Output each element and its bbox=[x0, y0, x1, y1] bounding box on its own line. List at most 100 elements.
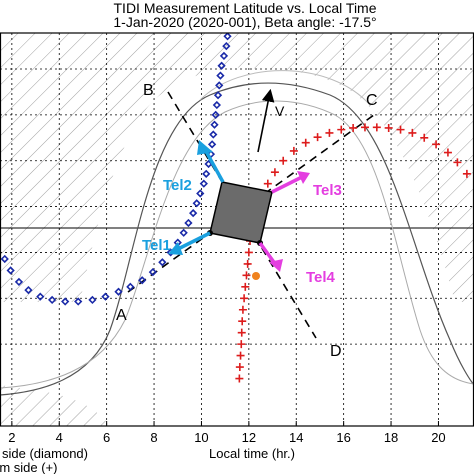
envelope-curve-faint bbox=[199, 70, 371, 106]
data-point-diamond bbox=[0, 254, 9, 264]
data-point-plus bbox=[235, 363, 244, 372]
data-point-diamond bbox=[179, 228, 188, 237]
label-tel3: Tel3 bbox=[313, 182, 342, 199]
data-point-diamond bbox=[212, 100, 221, 110]
data-point-plus bbox=[420, 133, 429, 142]
label-tel4: Tel4 bbox=[306, 269, 336, 286]
data-point-plus bbox=[349, 123, 358, 132]
data-point-plus bbox=[237, 328, 246, 337]
velocity-arrow bbox=[257, 88, 275, 153]
label-d: D bbox=[330, 343, 342, 360]
orange-point bbox=[252, 272, 260, 280]
tel3-arrowhead bbox=[297, 171, 310, 184]
label-b: B bbox=[143, 82, 154, 99]
data-point-diamond bbox=[14, 277, 24, 287]
label-tel2: Tel2 bbox=[163, 177, 192, 194]
label-tel1: Tel1 bbox=[142, 237, 171, 254]
legend-plus: rm side (+) bbox=[0, 460, 57, 474]
x-tick-label: 10 bbox=[194, 430, 208, 445]
x-tick-label: 16 bbox=[336, 430, 350, 445]
data-point-diamond bbox=[215, 81, 224, 90]
hatched-region-lower bbox=[0, 385, 110, 426]
data-point-diamond bbox=[211, 110, 220, 120]
chart-title: TIDI Measurement Latitude vs. Local Time bbox=[114, 0, 377, 16]
x-axis-label: Local time (hr.) bbox=[209, 446, 295, 461]
spacecraft-body bbox=[209, 181, 273, 244]
data-point-plus bbox=[301, 138, 310, 147]
chart-subtitle: 1-Jan-2020 (2020-001), Beta angle: -17.5… bbox=[113, 14, 376, 30]
data-point-diamond bbox=[101, 292, 110, 301]
x-tick-label: 6 bbox=[103, 430, 110, 445]
data-point-diamond bbox=[184, 218, 193, 228]
data-point-plus bbox=[242, 271, 251, 280]
data-point-plus bbox=[263, 179, 272, 188]
data-point-diamond bbox=[213, 91, 223, 100]
label-v: V bbox=[275, 103, 285, 119]
data-point-diamond bbox=[210, 120, 219, 129]
data-point-diamond bbox=[192, 199, 201, 208]
tel4-arrowhead bbox=[269, 259, 283, 272]
data-point-plus bbox=[360, 123, 369, 132]
data-point-diamond bbox=[222, 41, 231, 51]
x-tick-label: 8 bbox=[150, 430, 157, 445]
envelope-curve-outer bbox=[0, 82, 474, 396]
data-point-diamond bbox=[199, 179, 208, 188]
data-point-plus bbox=[372, 123, 381, 132]
data-point-plus bbox=[289, 146, 298, 155]
data-point-plus bbox=[270, 168, 279, 177]
x-tick-label: 12 bbox=[242, 430, 256, 445]
data-point-diamond bbox=[88, 295, 97, 305]
data-point-plus bbox=[243, 259, 252, 268]
data-point-plus bbox=[432, 140, 441, 149]
data-point-plus bbox=[408, 128, 417, 137]
data-point-diamond bbox=[207, 140, 217, 149]
data-point-diamond bbox=[189, 208, 198, 218]
data-point-plus bbox=[313, 133, 322, 142]
data-point-plus bbox=[325, 128, 334, 137]
data-point-plus bbox=[236, 351, 245, 360]
data-point-diamond bbox=[48, 295, 57, 305]
data-point-plus bbox=[443, 148, 452, 157]
data-point-plus bbox=[396, 125, 405, 134]
data-point-diamond bbox=[148, 267, 157, 277]
data-point-diamond bbox=[223, 33, 232, 41]
tel1-arrowhead bbox=[168, 242, 183, 255]
tel3-arrow bbox=[271, 175, 303, 194]
data-point-diamond bbox=[36, 292, 45, 301]
x-tick-label: 2 bbox=[8, 430, 15, 445]
tel1-arrow bbox=[175, 231, 211, 252]
data-point-diamond bbox=[202, 169, 211, 178]
data-point-plus bbox=[279, 156, 288, 165]
x-tick-label: 4 bbox=[56, 430, 63, 445]
data-point-plus bbox=[244, 248, 253, 257]
data-point-diamond bbox=[61, 297, 70, 306]
legend-diamond: side (diamond) bbox=[2, 446, 88, 461]
data-point-plus bbox=[235, 374, 244, 383]
data-point-plus bbox=[453, 158, 462, 167]
x-tick-label: 18 bbox=[384, 430, 398, 445]
data-point-plus bbox=[384, 123, 393, 132]
data-point-diamond bbox=[6, 266, 15, 275]
data-point-plus bbox=[238, 317, 247, 326]
tel-arrows bbox=[168, 140, 310, 272]
data-point-diamond bbox=[138, 276, 147, 285]
data-point-plus bbox=[462, 169, 471, 178]
tel2-arrowhead bbox=[197, 140, 213, 155]
hatched-region-upper bbox=[0, 33, 474, 302]
data-point-diamond bbox=[217, 61, 226, 70]
data-point-plus bbox=[337, 125, 346, 134]
data-point-plus bbox=[237, 340, 246, 349]
data-point-plus bbox=[241, 282, 250, 291]
data-point-diamond bbox=[209, 130, 218, 139]
x-tick-label: 14 bbox=[289, 430, 303, 445]
data-point-diamond bbox=[196, 189, 205, 198]
data-point-plus bbox=[240, 294, 249, 303]
data-point-plus bbox=[238, 305, 247, 314]
label-a: A bbox=[116, 307, 127, 324]
data-point-diamond bbox=[126, 282, 135, 291]
data-point-diamond bbox=[74, 297, 83, 306]
data-point-diamond bbox=[216, 71, 225, 80]
data-point-diamond bbox=[219, 51, 229, 61]
x-tick-labels: 2 4 6 8 10 12 14 16 18 20 bbox=[8, 421, 446, 445]
